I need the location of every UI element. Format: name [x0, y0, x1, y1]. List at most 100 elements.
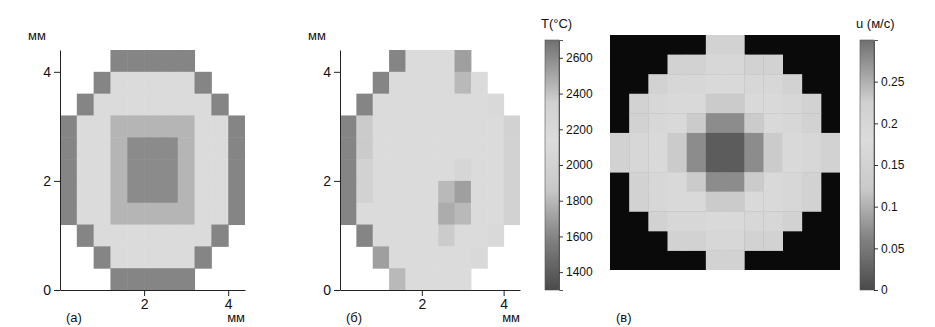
tick: 4: [225, 290, 233, 312]
axis-line: [560, 41, 564, 291]
cell: [725, 94, 745, 114]
cell: [373, 94, 390, 116]
cell: [211, 115, 228, 137]
cell: [783, 211, 803, 231]
cell: [144, 94, 161, 116]
tick: 4: [43, 64, 60, 80]
axis-line: [61, 290, 246, 291]
tick-label: 2: [418, 296, 426, 312]
cell: [110, 225, 127, 247]
cell: [802, 113, 822, 133]
tick-label: 0.05: [881, 242, 905, 256]
cell: [178, 115, 195, 137]
cell: [195, 225, 212, 247]
cell: [438, 203, 455, 225]
cell: [144, 268, 161, 290]
cell: [783, 94, 803, 114]
cell: [783, 153, 803, 173]
cell: [422, 246, 439, 268]
cell: [211, 159, 228, 181]
cell: [340, 159, 357, 181]
panel-label: (в): [616, 310, 632, 325]
cell: [744, 133, 764, 153]
tick: 1400: [559, 265, 593, 279]
cell: [389, 94, 406, 116]
cell: [422, 50, 439, 72]
x-axis-title: мм: [227, 310, 245, 325]
cell: [504, 137, 520, 159]
cell: [455, 50, 472, 72]
cell: [783, 113, 803, 133]
cell: [144, 50, 161, 72]
cell: [687, 74, 707, 94]
tick-label: 2000: [566, 158, 593, 172]
cell: [668, 153, 688, 173]
cell: [127, 181, 144, 203]
x-axis: 24: [61, 290, 246, 312]
tick-mark: [54, 72, 60, 73]
cell: [144, 137, 161, 159]
cell: [648, 133, 668, 153]
cell: [471, 72, 488, 94]
cell: [422, 137, 439, 159]
cell: [744, 113, 764, 133]
tick-label: 0.25: [881, 75, 905, 89]
cell: [438, 225, 455, 247]
tick: 0: [43, 282, 60, 298]
cell: [422, 72, 439, 94]
cell: [195, 72, 212, 94]
cell: [744, 74, 764, 94]
cell: [725, 153, 745, 173]
cell: [455, 159, 472, 181]
cell: [610, 153, 630, 173]
cell: [422, 94, 439, 116]
cell: [340, 137, 357, 159]
cell: [373, 246, 390, 268]
cell: [178, 246, 195, 268]
tick: 2200: [559, 123, 593, 137]
cell: [60, 181, 77, 203]
cell: [211, 137, 228, 159]
cell: [94, 225, 111, 247]
cell: [763, 211, 783, 231]
cell: [668, 172, 688, 192]
cell: [763, 192, 783, 212]
cell: [802, 192, 822, 212]
cell: [77, 115, 94, 137]
cell: [144, 115, 161, 137]
cell: [405, 159, 422, 181]
cell: [389, 181, 406, 203]
cell: [725, 55, 745, 75]
cell: [455, 137, 472, 159]
cell: [504, 181, 520, 203]
cell: [471, 225, 488, 247]
panel: 24024мммм(б): [308, 28, 521, 325]
cell: [389, 203, 406, 225]
cell: [356, 159, 373, 181]
cell: [422, 115, 439, 137]
tick-label: 0: [323, 282, 331, 298]
cell: [706, 211, 726, 231]
cell: [763, 74, 783, 94]
cell: [228, 181, 245, 203]
cell: [228, 159, 245, 181]
cell: [725, 231, 745, 251]
cell: [161, 268, 178, 290]
cell: [211, 203, 228, 225]
cell: [610, 133, 630, 153]
cell: [763, 172, 783, 192]
tick-mark: [334, 181, 340, 182]
cell: [725, 35, 745, 55]
cell: [687, 133, 707, 153]
cell: [178, 225, 195, 247]
cell: [60, 137, 77, 159]
cell: [629, 172, 649, 192]
cell: [744, 192, 764, 212]
cell: [668, 211, 688, 231]
cell: [802, 94, 822, 114]
cell: [405, 246, 422, 268]
cell: [706, 172, 726, 192]
cell: [783, 192, 803, 212]
cell: [706, 113, 726, 133]
cell: [422, 225, 439, 247]
